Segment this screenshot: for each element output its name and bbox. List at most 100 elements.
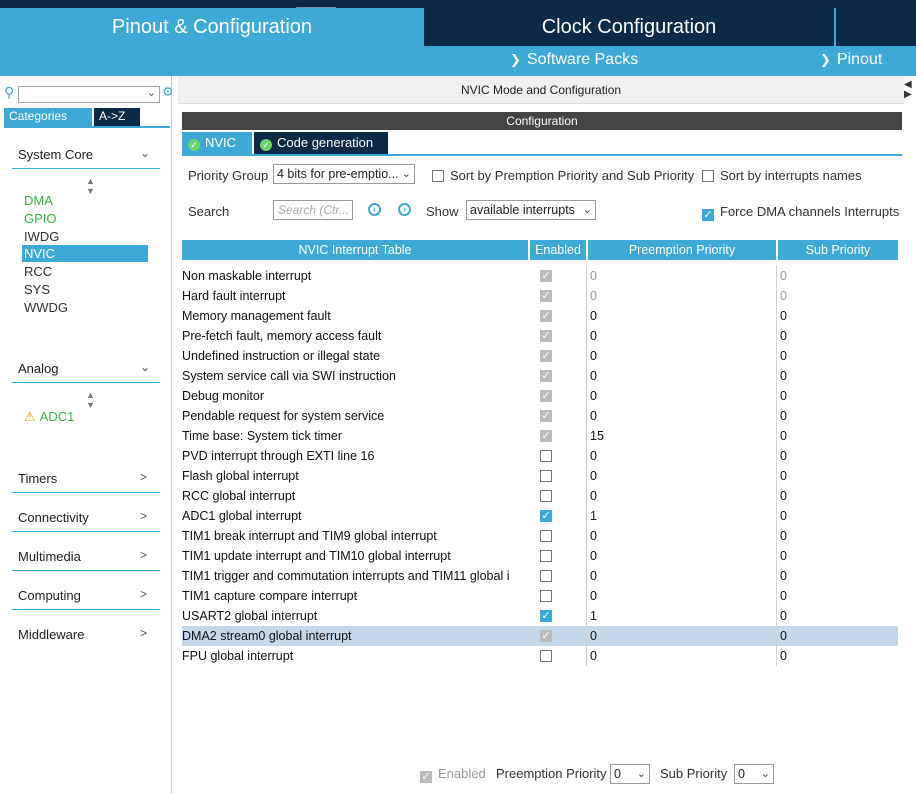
preemption-priority-cell[interactable]: 0 bbox=[590, 349, 597, 363]
search-next-icon[interactable]: › bbox=[398, 203, 411, 216]
table-row[interactable]: Flash global interrupt 0 0 bbox=[182, 466, 898, 486]
tab-categories[interactable]: Categories bbox=[4, 108, 92, 126]
search-prev-icon[interactable]: ‹ bbox=[368, 203, 381, 216]
sidebar-item-nvic[interactable]: NVIC bbox=[22, 245, 148, 262]
sub-priority-cell[interactable]: 0 bbox=[780, 649, 787, 663]
tab-extra[interactable] bbox=[836, 8, 916, 46]
enabled-checkbox[interactable] bbox=[540, 570, 552, 582]
preemption-priority-cell[interactable]: 1 bbox=[590, 509, 597, 523]
software-packs-menu[interactable]: ❯ Software Packs bbox=[510, 51, 638, 69]
enabled-checkbox[interactable] bbox=[540, 490, 552, 502]
preemption-priority-cell[interactable]: 0 bbox=[590, 569, 597, 583]
sub-priority-cell[interactable]: 0 bbox=[780, 449, 787, 463]
preemption-priority-cell[interactable]: 0 bbox=[590, 369, 597, 383]
table-row[interactable]: Pendable request for system service ✓ 0 0 bbox=[182, 406, 898, 426]
preemption-priority-cell[interactable]: 0 bbox=[590, 469, 597, 483]
preemption-priority-cell[interactable]: 0 bbox=[590, 289, 597, 303]
collapse-arrow-icon[interactable]: ◀ ▶ bbox=[904, 79, 912, 100]
preemption-priority-cell[interactable]: 0 bbox=[590, 309, 597, 323]
table-row[interactable]: Pre-fetch fault, memory access fault ✓ 0 0 bbox=[182, 326, 898, 346]
force-dma-option[interactable]: ✓ Force DMA channels Interrupts bbox=[702, 204, 899, 221]
enabled-checkbox[interactable] bbox=[540, 650, 552, 662]
sub-priority-cell[interactable]: 0 bbox=[780, 469, 787, 483]
enabled-checkbox[interactable]: ✓ bbox=[540, 610, 552, 622]
sub-priority-cell[interactable]: 0 bbox=[780, 589, 787, 603]
sub-priority-cell[interactable]: 0 bbox=[780, 309, 787, 323]
search-input[interactable]: Search (Ctr... bbox=[273, 200, 353, 220]
preemption-priority-cell[interactable]: 15 bbox=[590, 429, 604, 443]
preemption-priority-cell[interactable]: 0 bbox=[590, 589, 597, 603]
force-dma-checkbox[interactable]: ✓ bbox=[702, 209, 714, 221]
category-middleware[interactable]: Middleware > bbox=[0, 622, 172, 648]
enabled-checkbox[interactable] bbox=[540, 590, 552, 602]
table-row[interactable]: DMA2 stream0 global interrupt ✓ 0 0 bbox=[182, 626, 898, 646]
tab-clock-configuration[interactable]: Clock Configuration bbox=[424, 8, 834, 46]
category-search-input[interactable]: ⌄ bbox=[18, 86, 160, 103]
sidebar-item-sys[interactable]: SYS bbox=[24, 282, 51, 297]
sub-priority-cell[interactable]: 0 bbox=[780, 349, 787, 363]
table-row[interactable]: ADC1 global interrupt ✓ 1 0 bbox=[182, 506, 898, 526]
enabled-checkbox[interactable] bbox=[540, 470, 552, 482]
table-row[interactable]: TIM1 break interrupt and TIM9 global int… bbox=[182, 526, 898, 546]
sub-priority-cell[interactable]: 0 bbox=[780, 289, 787, 303]
enabled-checkbox[interactable] bbox=[540, 550, 552, 562]
preemption-priority-cell[interactable]: 1 bbox=[590, 609, 597, 623]
preemption-priority-cell[interactable]: 0 bbox=[590, 389, 597, 403]
preemption-priority-cell[interactable]: 0 bbox=[590, 629, 597, 643]
category-computing[interactable]: Computing > bbox=[0, 583, 172, 610]
sidebar-item-adc1[interactable]: ⚠ ADC1 bbox=[22, 408, 148, 425]
enabled-checkbox[interactable]: ✓ bbox=[540, 510, 552, 522]
table-row[interactable]: Non maskable interrupt ✓ 0 0 bbox=[182, 266, 898, 286]
sub-priority-cell[interactable]: 0 bbox=[780, 609, 787, 623]
sub-priority-cell[interactable]: 0 bbox=[780, 269, 787, 283]
sidebar-item-wwdg[interactable]: WWDG bbox=[24, 300, 69, 315]
sub-priority-cell[interactable]: 0 bbox=[780, 429, 787, 443]
sidebar-item-iwdg[interactable]: IWDG bbox=[24, 229, 60, 244]
table-row[interactable]: Undefined instruction or illegal state ✓ 0… bbox=[182, 346, 898, 366]
sidebar-item-rcc[interactable]: RCC bbox=[24, 264, 53, 279]
sub-priority-cell[interactable]: 0 bbox=[780, 509, 787, 523]
table-row[interactable]: System service call via SWI instruction ✓… bbox=[182, 366, 898, 386]
sub-priority-cell[interactable]: 0 bbox=[780, 549, 787, 563]
column-header[interactable]: NVIC Interrupt Table bbox=[182, 240, 528, 260]
sub-priority-cell[interactable]: 0 bbox=[780, 629, 787, 643]
sort-icon[interactable]: ▲ ▼ bbox=[86, 176, 95, 196]
sidebar-item-dma[interactable]: DMA bbox=[24, 193, 53, 208]
sub-priority-cell[interactable]: 0 bbox=[780, 489, 787, 503]
enabled-checkbox[interactable] bbox=[540, 450, 552, 462]
preemption-priority-cell[interactable]: 0 bbox=[590, 649, 597, 663]
category-timers[interactable]: Timers > bbox=[0, 466, 172, 493]
tab-pinout-configuration[interactable]: Pinout & Configuration bbox=[0, 8, 424, 46]
gear-icon[interactable]: ⚙ bbox=[162, 84, 172, 98]
table-row[interactable]: Time base: System tick timer ✓ 15 0 bbox=[182, 426, 898, 446]
table-row[interactable]: TIM1 trigger and commutation interrupts … bbox=[182, 566, 898, 586]
table-row[interactable]: Memory management fault ✓ 0 0 bbox=[182, 306, 898, 326]
sort-names-option[interactable]: Sort by interrupts names bbox=[702, 168, 862, 183]
category-connectivity[interactable]: Connectivity > bbox=[0, 505, 172, 532]
sub-priority-cell[interactable]: 0 bbox=[780, 369, 787, 383]
preemption-priority-cell[interactable]: 0 bbox=[590, 269, 597, 283]
sub-priority-cell[interactable]: 0 bbox=[780, 329, 787, 343]
tab-nvic[interactable]: ✓ NVIC bbox=[182, 132, 252, 154]
table-row[interactable]: TIM1 capture compare interrupt 0 0 bbox=[182, 586, 898, 606]
enabled-checkbox[interactable] bbox=[540, 530, 552, 542]
table-row[interactable]: RCC global interrupt 0 0 bbox=[182, 486, 898, 506]
sort-names-checkbox[interactable] bbox=[702, 170, 714, 182]
preemption-priority-cell[interactable]: 0 bbox=[590, 529, 597, 543]
footer-pre-select[interactable]: 0 ⌄ bbox=[610, 764, 650, 784]
preemption-priority-cell[interactable]: 0 bbox=[590, 549, 597, 563]
tab-code-generation[interactable]: ✓ Code generation bbox=[254, 132, 388, 154]
tab-a-to-z[interactable]: A->Z bbox=[94, 108, 140, 126]
column-header[interactable]: Sub Priority bbox=[778, 240, 898, 260]
sort-icon[interactable]: ▲ ▼ bbox=[86, 390, 95, 410]
preemption-priority-cell[interactable]: 0 bbox=[590, 449, 597, 463]
sub-priority-cell[interactable]: 0 bbox=[780, 529, 787, 543]
sub-priority-cell[interactable]: 0 bbox=[780, 389, 787, 403]
sidebar-item-gpio[interactable]: GPIO bbox=[24, 211, 57, 226]
category-search[interactable]: ⚲ ⌄ bbox=[4, 84, 160, 104]
sub-priority-cell[interactable]: 0 bbox=[780, 409, 787, 423]
sort-premption-option[interactable]: Sort by Premption Priority and Sub Prior… bbox=[432, 168, 694, 183]
priority-group-select[interactable]: 4 bits for pre-emptio... ⌄ bbox=[273, 164, 415, 184]
column-header[interactable]: Preemption Priority bbox=[588, 240, 776, 260]
sort-premption-checkbox[interactable] bbox=[432, 170, 444, 182]
